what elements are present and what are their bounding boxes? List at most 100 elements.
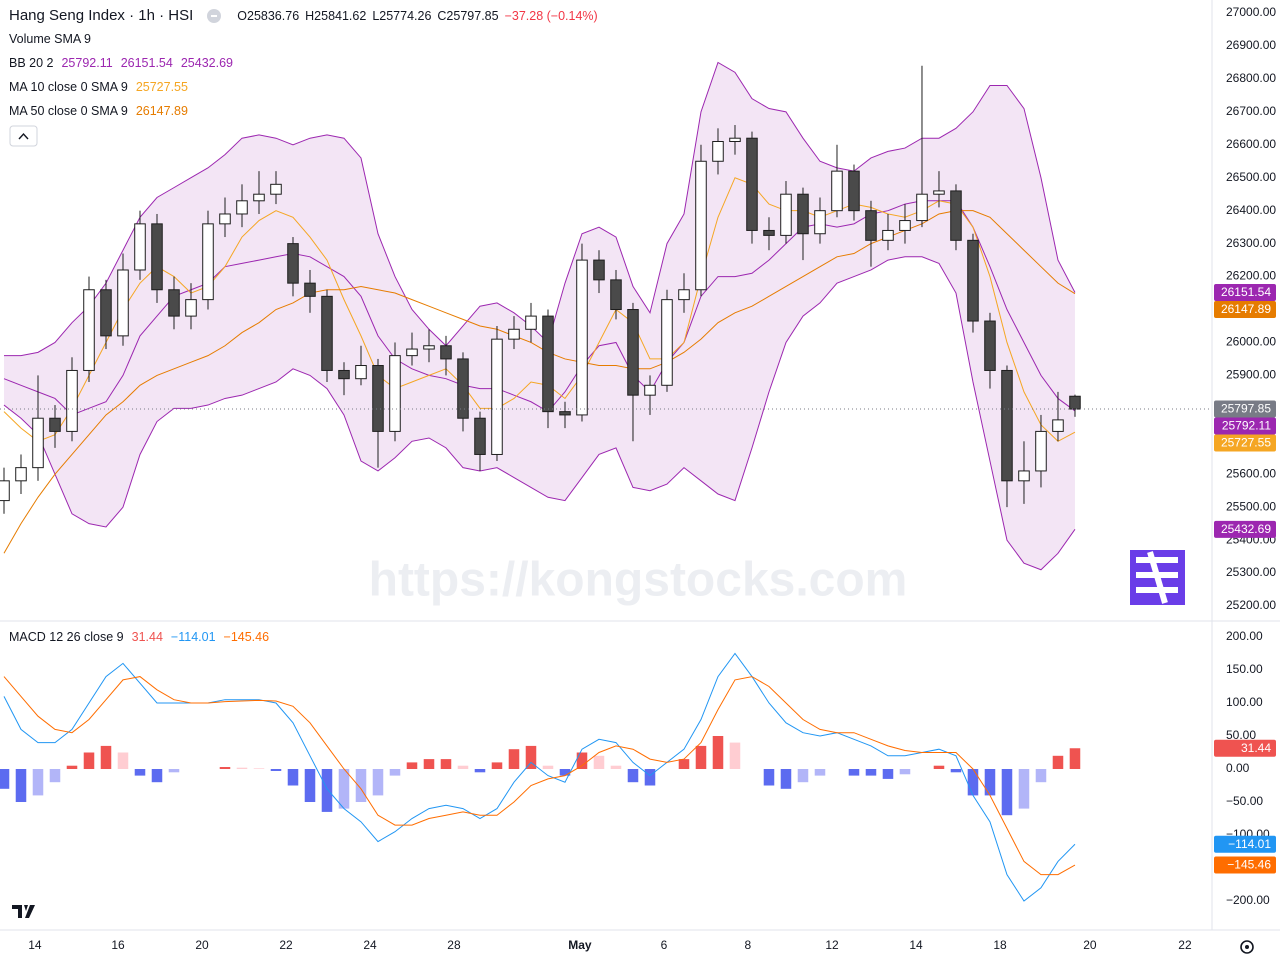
candle (1001, 365, 1013, 508)
y-tick-label: 26600.00 (1226, 137, 1276, 151)
histogram-bar (593, 755, 605, 770)
y-tick-label: −200.00 (1226, 893, 1270, 907)
settings-button[interactable] (1240, 940, 1254, 954)
candle-body (644, 384, 656, 396)
histogram-bar (950, 769, 962, 773)
price-tag-label: 25432.69 (1221, 522, 1271, 536)
price-tag: 26151.54 (1214, 284, 1276, 302)
candle-body (134, 223, 146, 271)
tv-logo[interactable] (12, 905, 35, 918)
histogram-bar (933, 765, 945, 770)
y-tick-label: 0.00 (1226, 761, 1250, 775)
x-tick-label: 14 (28, 938, 42, 952)
indicator-value: 26147.89 (135, 104, 188, 118)
candle-body (440, 345, 452, 360)
ohlc-values: O25836.76 H25841.62 L25774.26 C25797.85 −37.… (237, 9, 597, 23)
candle (780, 181, 792, 244)
candle (117, 253, 129, 346)
volume-label: Volume SMA 9 (9, 32, 91, 46)
histogram-bar (865, 769, 877, 776)
candle (1018, 441, 1030, 504)
candle-body (525, 315, 537, 330)
candle (508, 316, 520, 350)
candle-body (950, 190, 962, 241)
price-tag: 25797.85 (1214, 400, 1276, 418)
candle-body (253, 193, 265, 202)
histogram-bar (627, 769, 639, 783)
candle (712, 128, 724, 175)
y-tick-label: 25200.00 (1226, 598, 1276, 612)
histogram-bar (899, 769, 911, 775)
histogram-bar (423, 759, 435, 770)
candle (440, 335, 452, 376)
macd-legend-value: 31.44 (131, 630, 163, 644)
candle-body (49, 417, 61, 432)
candle (321, 289, 333, 382)
histogram-bar (882, 769, 894, 779)
candle (644, 375, 656, 415)
candle-body (185, 299, 197, 317)
candle (355, 345, 367, 386)
candle-body (848, 170, 860, 212)
collapse-button[interactable] (9, 125, 38, 147)
price-tag-label: 25727.55 (1221, 436, 1271, 450)
price-tag-box (1214, 739, 1276, 757)
y-tick-label: 26000.00 (1226, 335, 1276, 349)
histogram-bar (355, 769, 367, 803)
settings-gear[interactable] (1240, 940, 1254, 954)
y-tick-label: 50.00 (1226, 728, 1256, 742)
price-tag: 25432.69 (1214, 520, 1276, 538)
histogram-bar (66, 765, 78, 770)
candle-body (610, 279, 622, 311)
watermark-logo (1130, 550, 1185, 605)
candle (457, 352, 469, 432)
indicator-line (3, 210, 1076, 554)
histogram-bar (644, 769, 656, 786)
histogram-bar (814, 769, 826, 776)
price-tag-label: −145.46 (1227, 858, 1271, 872)
candle (763, 217, 775, 251)
x-tick-label: 24 (363, 938, 377, 952)
legend-hide-icon[interactable] (207, 8, 222, 23)
candle (15, 454, 27, 494)
x-tick-label: 20 (195, 938, 209, 952)
ohlc-value: O25836.76 (237, 8, 300, 23)
candle (831, 144, 843, 218)
candle (1069, 394, 1081, 417)
candle-body (678, 289, 690, 301)
price-tag-box (1214, 400, 1276, 418)
indicator-value: 25432.69 (180, 56, 233, 70)
histogram-bar (440, 759, 452, 770)
collapse-box[interactable] (9, 125, 38, 147)
histogram-bar (848, 769, 860, 776)
candle (916, 65, 928, 228)
tv-logo-mark[interactable] (12, 905, 35, 918)
candle-body (1069, 395, 1081, 410)
macd-legend-value: −114.01 (170, 630, 216, 644)
macd-legend: MACD 12 26 close 9 31.44 −114.01 −145.46 (9, 630, 269, 644)
y-tick-label: 25600.00 (1226, 466, 1276, 480)
candle-body (287, 243, 299, 284)
legend-volume: Volume SMA 9 (9, 32, 91, 46)
candle (151, 213, 163, 303)
candle-body (15, 467, 27, 482)
candle-body (32, 417, 44, 469)
histogram-bar (695, 745, 707, 770)
histogram-bar (117, 752, 129, 770)
watermark: https://kongstocks.com (369, 554, 908, 607)
candle-body (168, 289, 180, 317)
price-tag-label: 25797.85 (1221, 402, 1271, 416)
candle-body (1035, 430, 1047, 472)
candle-body (729, 137, 741, 142)
histogram-bar (1052, 755, 1064, 770)
histogram-bar (253, 768, 265, 770)
candle (814, 197, 826, 244)
ohlc-value: H25841.62 (305, 8, 367, 23)
price-tag-label: 25792.11 (1222, 419, 1271, 433)
histogram-bar (457, 765, 469, 770)
x-tick-label: 12 (825, 938, 839, 952)
candle-body (304, 282, 316, 297)
x-tick-label: 18 (993, 938, 1007, 952)
candle (1052, 391, 1064, 442)
candle (848, 164, 860, 221)
